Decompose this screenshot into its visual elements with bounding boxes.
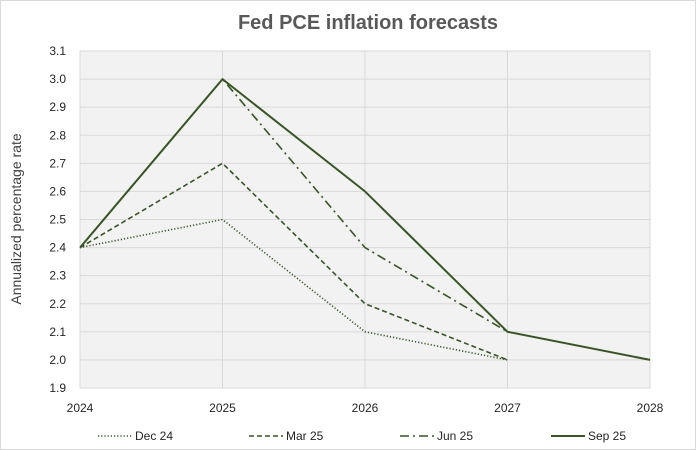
y-tick-label: 2.6 [49,184,66,198]
x-tick-label: 2024 [67,401,94,415]
legend-label: Mar 25 [286,429,324,443]
series-line-sep-25 [79,78,651,361]
y-tick-label: 3.0 [49,72,66,86]
y-tick-label: 2.7 [49,156,66,170]
y-tick-label: 2.9 [49,100,66,114]
y-tick-label: 2.2 [49,297,66,311]
series-line-mar-25 [79,162,508,361]
y-tick-label: 1.9 [49,381,66,395]
series-lines [79,78,651,361]
x-tick-label: 2027 [494,401,521,415]
y-tick-label: 2.8 [49,128,66,142]
y-axis-ticks: 1.9 2.0 2.1 2.2 2.3 2.4 2.5 2.6 2.7 2.8 2.9 3.0 3.1 [49,44,66,395]
legend-label: Sep 25 [588,429,626,443]
legend[interactable]: Dec 24 Mar 25 Jun 25 Sep 25 [98,429,626,443]
legend-label: Jun 25 [437,429,473,443]
series-line-jun-25 [79,78,508,333]
y-tick-label: 2.1 [49,325,66,339]
y-tick-label: 2.0 [49,353,66,367]
legend-label: Dec 24 [135,429,173,443]
y-tick-label: 2.4 [49,241,66,255]
x-axis-ticks: 2024 2025 2026 2027 2028 [67,401,664,415]
y-tick-label: 2.5 [49,213,66,227]
y-tick-label: 2.3 [49,269,66,283]
x-tick-label: 2025 [209,401,236,415]
chart-title: Fed PCE inflation forecasts [238,12,498,34]
x-tick-label: 2028 [637,401,664,415]
y-axis-label: Annualized percentage rate [8,133,24,304]
x-tick-label: 2026 [352,401,379,415]
y-tick-label: 3.1 [49,44,66,58]
